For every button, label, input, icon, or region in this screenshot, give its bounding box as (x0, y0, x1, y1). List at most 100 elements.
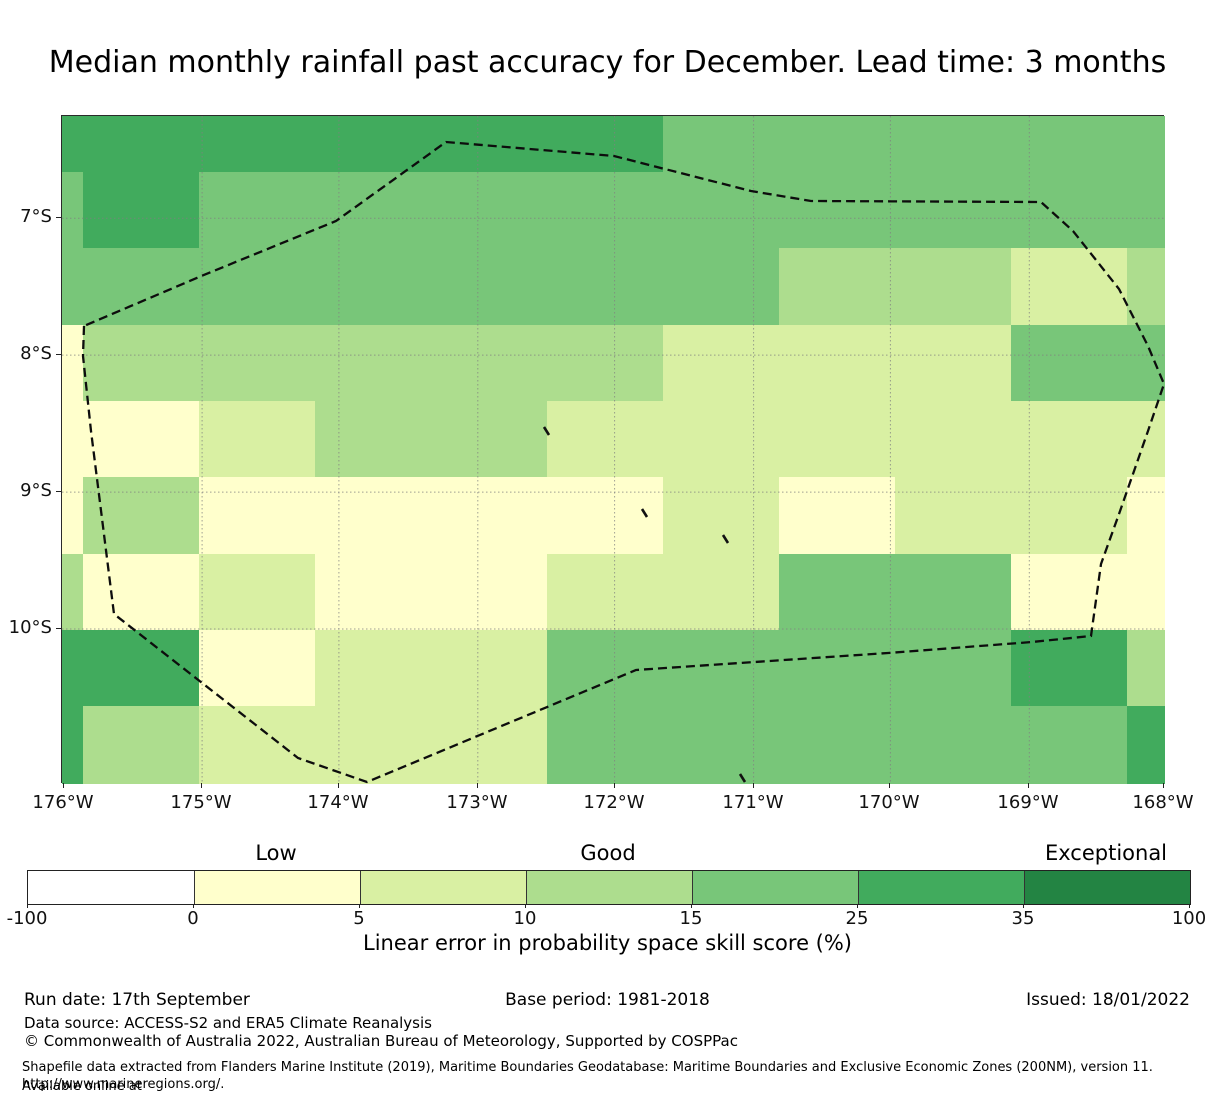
y-tick-label: 9°S (20, 480, 52, 502)
grid-cell (663, 706, 779, 784)
grid-cell (779, 630, 895, 706)
colorbar-tickmark (691, 904, 692, 908)
grid-cell (62, 477, 83, 554)
grid-cell (779, 401, 895, 477)
grid-cell (62, 248, 83, 325)
grid-cell (1011, 172, 1127, 248)
colorbar-segment (858, 871, 1024, 904)
x-tickmark (614, 783, 615, 788)
grid-cell (895, 172, 1011, 248)
map-canvas (61, 115, 1165, 784)
grid-cell (663, 248, 779, 325)
grid-cell (895, 477, 1011, 554)
x-tick-label: 176°W (32, 792, 94, 813)
x-tick-label: 175°W (170, 792, 232, 813)
colorbar-tickmark (525, 904, 526, 908)
grid-cell (663, 554, 779, 630)
grid-cell (315, 477, 431, 554)
grid-cell (779, 172, 895, 248)
colorbar-tick-label: 100 (1171, 908, 1207, 929)
grid-cell (62, 116, 83, 172)
y-tick-label: 8°S (20, 343, 52, 365)
grid-cell (62, 554, 83, 630)
grid-cell (1011, 325, 1127, 401)
colorbar-tickmark (1189, 904, 1190, 908)
grid-cell (431, 248, 547, 325)
grid-cell (1127, 554, 1165, 630)
grid-cell (895, 706, 1011, 784)
x-tickmark (889, 783, 890, 788)
grid-cell (547, 248, 663, 325)
grid-cell (62, 706, 83, 784)
grid-cell (83, 248, 199, 325)
colorbar-segment (526, 871, 692, 904)
y-tick-label: 10°S (8, 617, 52, 639)
colorbar-category-label: Good (580, 841, 636, 865)
grid-cell (1011, 706, 1127, 784)
colorbar-tick-label: -100 (6, 908, 48, 929)
grid-cell (431, 116, 547, 172)
grid-cell (1127, 248, 1165, 325)
x-tick-label: 172°W (583, 792, 645, 813)
grid-cell (83, 477, 199, 554)
grid-cell (663, 172, 779, 248)
x-tick-label: 170°W (858, 792, 920, 813)
grid-cell (895, 325, 1011, 401)
grid-cell (779, 325, 895, 401)
grid-cell (1011, 630, 1127, 706)
grid-cell (315, 630, 431, 706)
grid-cell (431, 554, 547, 630)
footer-issued-date: Issued: 18/01/2022 (1026, 990, 1190, 1010)
grid-cell (547, 630, 663, 706)
grid-cell (663, 477, 779, 554)
colorbar-tick-label: 35 (1011, 908, 1035, 929)
grid-cell (62, 172, 83, 248)
x-tick-label: 173°W (446, 792, 508, 813)
grid-cell (779, 477, 895, 554)
grid-cell (83, 554, 199, 630)
grid-cell (83, 706, 199, 784)
grid-cell (547, 477, 663, 554)
grid-cell (1127, 706, 1165, 784)
grid-cell (199, 248, 315, 325)
x-tick-label: 169°W (997, 792, 1059, 813)
grid-cell (547, 172, 663, 248)
grid-cell (1011, 477, 1127, 554)
colorbar-tick-label: 10 (513, 908, 537, 929)
grid-cell (1127, 116, 1165, 172)
grid-cell (62, 401, 83, 477)
y-tickmark (56, 217, 61, 218)
grid-cell (895, 554, 1011, 630)
colorbar-segment (360, 871, 526, 904)
x-tick-label: 168°W (1132, 792, 1194, 813)
grid-cell (1127, 477, 1165, 554)
grid-cell (62, 325, 83, 401)
grid-cell (83, 172, 199, 248)
grid-cell (547, 401, 663, 477)
grid-cell (1011, 248, 1127, 325)
grid-cell (547, 554, 663, 630)
grid-cell (62, 630, 83, 706)
grid-cell (1011, 554, 1127, 630)
x-tickmark (201, 783, 202, 788)
colorbar-tick-label: 5 (353, 908, 365, 929)
grid-cell (1127, 325, 1165, 401)
grid-cell (431, 172, 547, 248)
grid-cell (315, 706, 431, 784)
grid-cell (199, 325, 315, 401)
grid-cell (779, 116, 895, 172)
grid-cell (1011, 116, 1127, 172)
grid-cell (663, 116, 779, 172)
colorbar-tick-label: 25 (845, 908, 869, 929)
colorbar-category-label: Exceptional (1044, 841, 1168, 865)
grid-cell (315, 248, 431, 325)
grid-cell (663, 630, 779, 706)
colorbar-category-label: Low (255, 841, 297, 865)
colorbar-segment (1024, 871, 1190, 904)
footer-run-date: Run date: 17th September (24, 990, 250, 1010)
grid-cell (547, 325, 663, 401)
grid-cell (199, 172, 315, 248)
colorbar-tick-label: 15 (679, 908, 703, 929)
colorbar-tickmark (857, 904, 858, 908)
x-tickmark (63, 783, 64, 788)
